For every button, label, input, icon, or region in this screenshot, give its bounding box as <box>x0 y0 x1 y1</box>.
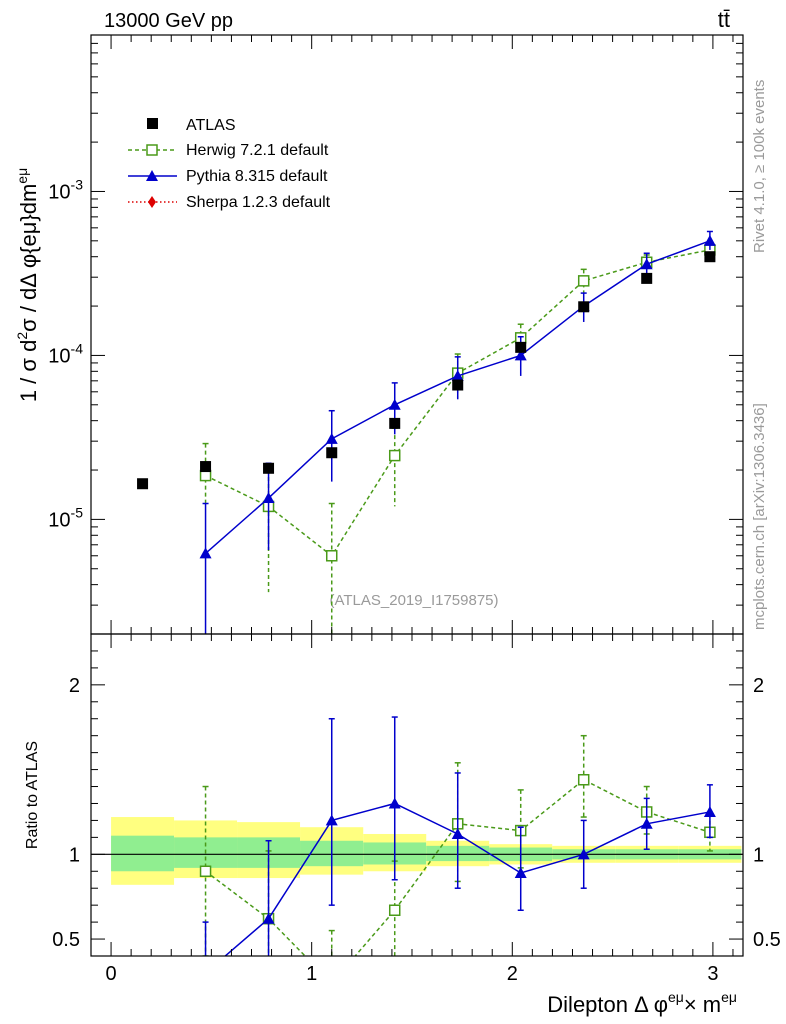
atlas-data-point <box>137 478 149 490</box>
x-tick-label: 1 <box>306 963 317 985</box>
pythia-ratio-point <box>388 797 401 809</box>
atlas-data-point <box>200 461 212 473</box>
atlas-data-point <box>704 251 716 263</box>
x-tick-label: 0 <box>105 963 116 985</box>
atlas-data-point <box>641 272 653 284</box>
ratio-y-tick-label-right: 1 <box>753 844 764 866</box>
pythia-main-point <box>703 234 716 246</box>
legend-herwig-label: Herwig 7.2.1 default <box>186 142 329 159</box>
atlas-data-point <box>326 447 338 459</box>
process-label: tt̄ <box>718 7 730 32</box>
pythia-main-point <box>199 547 212 559</box>
atlas-data-point <box>389 417 401 429</box>
mcplots-label: mcplots.cern.ch [arXiv:1306.3436] <box>751 403 768 630</box>
pythia-main-point <box>325 432 338 444</box>
herwig-main-point <box>325 550 338 562</box>
band-inner-bin <box>111 835 175 872</box>
herwig-ratio-point <box>388 904 401 916</box>
main-y-tick-label: 10-3 <box>48 176 83 203</box>
pythia-main-point <box>640 258 653 270</box>
legend-entry-atlas: ATLAS <box>147 117 236 134</box>
ratio-y-tick-label-left: 2 <box>69 675 80 697</box>
herwig-main-line <box>205 249 711 557</box>
pythia-ratio-point <box>200 967 212 978</box>
ratio-y-tick-label-right: 2 <box>753 675 764 697</box>
legend-entry-herwig: Herwig 7.2.1 default <box>128 142 329 159</box>
pythia-ratio-point <box>640 817 653 829</box>
legend-pythia-label: Pythia 8.315 default <box>186 168 328 185</box>
herwig-ratio-point <box>577 773 590 786</box>
herwig-main-point <box>577 275 590 287</box>
analysis-label: (ATLAS_2019_I1759875) <box>329 592 498 609</box>
legend-herwig-marker <box>146 144 158 156</box>
legend-entry-pythia: Pythia 8.315 default <box>128 168 328 185</box>
legend: ATLAS Herwig 7.2.1 default Pythia 8.315 … <box>128 117 331 211</box>
ratio-y-tick-label-left: 0.5 <box>52 929 80 951</box>
ratio-plot-frame <box>90 633 744 957</box>
pythia-main-point <box>388 398 401 410</box>
ratio-y-axis-label: Ratio to ATLAS <box>24 741 41 849</box>
pythia-ratio-point <box>703 805 716 817</box>
legend-atlas-label: ATLAS <box>186 117 236 134</box>
legend-sherpa-label: Sherpa 1.2.3 default <box>186 194 331 211</box>
rivet-version-label: Rivet 4.1.0, ≥ 100k events <box>751 80 768 253</box>
atlas-data-point <box>263 462 275 474</box>
pythia-ratio-point <box>514 866 527 878</box>
legend-entry-sherpa: Sherpa 1.2.3 default <box>128 194 331 211</box>
ratio-plot-marks <box>199 716 716 988</box>
legend-atlas-marker <box>147 118 158 129</box>
atlas-data-point <box>515 341 527 353</box>
herwig-main-point <box>388 449 401 462</box>
pythia-ratio-point <box>262 912 275 924</box>
ratio-y-tick-label-left: 1 <box>69 844 80 866</box>
ratio-y-tick-label-right: 0.5 <box>753 929 781 951</box>
pythia-ratio-point <box>577 848 590 860</box>
x-tick-label: 2 <box>507 963 518 985</box>
x-axis-label: Dilepton Δ φeμ× meμ <box>547 989 737 1017</box>
main-plot-marks <box>137 230 716 634</box>
atlas-data-point <box>578 301 590 313</box>
herwig-main-point <box>199 469 212 482</box>
pythia-ratio-point <box>451 827 464 839</box>
atlas-data-point <box>452 379 464 391</box>
pythia-ratio-point <box>325 814 338 826</box>
legend-pythia-marker <box>146 170 158 181</box>
pythia-main-point <box>514 349 527 361</box>
legend-sherpa-marker <box>148 196 156 208</box>
main-y-tick-label: 10-5 <box>48 504 83 531</box>
herwig-ratio-point <box>199 865 212 878</box>
main-y-tick-label: 10-4 <box>48 340 83 367</box>
herwig-ratio-point <box>327 978 337 988</box>
pythia-main-point <box>451 369 464 381</box>
y-axis-label: 1 / σ d2σ / dΔ φ{eμ}dmeμ <box>14 168 41 402</box>
energy-label: 13000 GeV pp <box>104 10 233 32</box>
axes: 0 1 2 3 10-5 10-4 10-3 0.5 0.5 1 1 2 2 <box>48 34 781 985</box>
pythia-main-point <box>262 492 275 504</box>
x-tick-label: 3 <box>707 963 718 985</box>
